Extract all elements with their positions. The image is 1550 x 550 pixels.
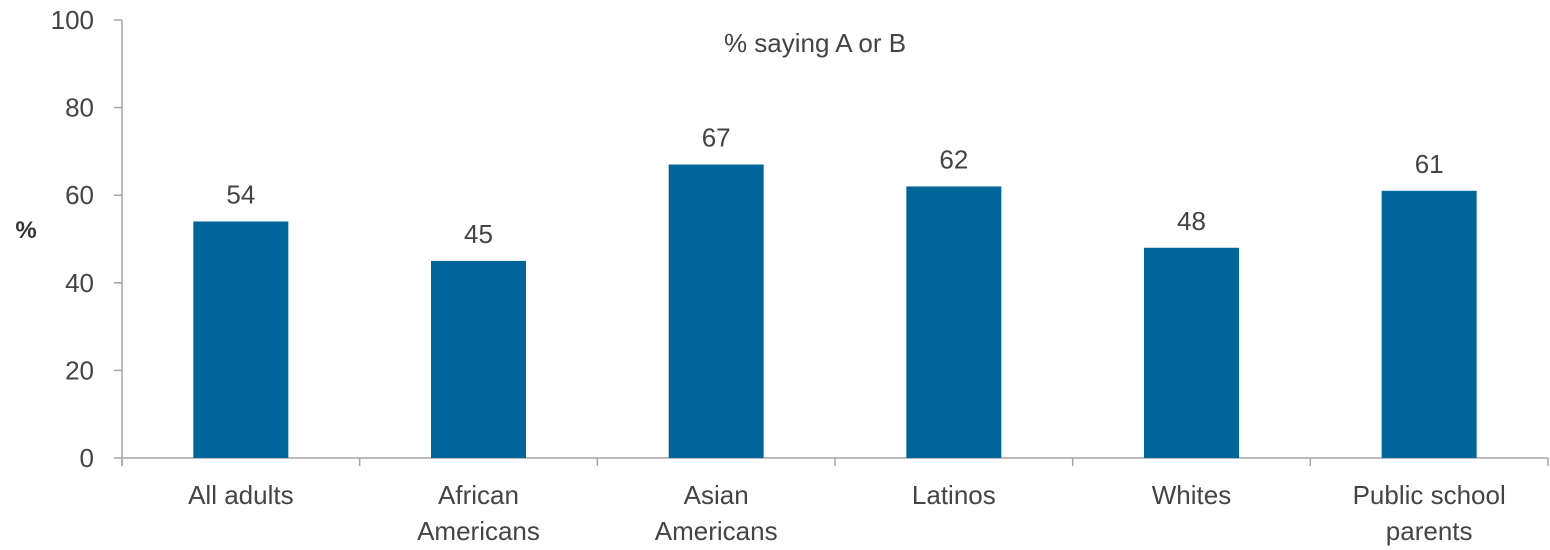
bar-value-label: 48 xyxy=(1177,206,1206,236)
bar-value-label: 54 xyxy=(226,179,255,209)
y-tick-label: 60 xyxy=(65,180,94,210)
bar xyxy=(1144,247,1239,458)
bar-value-label: 67 xyxy=(702,123,731,153)
category-label: Public school parents xyxy=(1353,480,1506,546)
category-label-line: All adults xyxy=(188,480,294,510)
x-ticks xyxy=(121,458,1549,466)
category-label: Whites xyxy=(1152,480,1231,510)
category-label-line: African xyxy=(438,480,519,510)
category-label-line: parents xyxy=(1386,516,1473,546)
y-ticks: 0 20 40 60 80 100 xyxy=(51,5,122,473)
bar xyxy=(193,221,289,458)
y-tick-label: 80 xyxy=(65,93,94,123)
bar xyxy=(906,186,1002,458)
category-label: African Americans xyxy=(417,480,540,546)
category-label: Asian Americans xyxy=(655,480,778,546)
bar-value-label: 45 xyxy=(464,219,493,249)
category-label-line: Americans xyxy=(655,516,778,546)
category-label-line: Latinos xyxy=(912,480,996,510)
bar-value-label: 61 xyxy=(1415,149,1444,179)
y-tick-label: 0 xyxy=(80,443,94,473)
category-label-line: Americans xyxy=(417,516,540,546)
chart-title: % saying A or B xyxy=(724,28,906,58)
bar xyxy=(668,164,764,459)
category-label: Latinos xyxy=(912,480,996,510)
y-tick-label: 100 xyxy=(51,5,94,35)
bar xyxy=(1381,190,1477,458)
y-tick-label: 40 xyxy=(65,268,94,298)
y-axis-label: % xyxy=(15,217,36,244)
category-label-line: Public school xyxy=(1353,480,1506,510)
value-labels: 54 45 67 62 48 61 xyxy=(226,123,1443,249)
category-label: All adults xyxy=(188,480,294,510)
bar-value-label: 62 xyxy=(939,144,968,174)
bars xyxy=(193,164,1477,459)
category-label-line: Whites xyxy=(1152,480,1231,510)
category-label-line: Asian xyxy=(684,480,749,510)
y-tick-label: 20 xyxy=(65,355,94,385)
bar xyxy=(431,260,526,458)
category-labels: All adults African Americans Asian Americans… xyxy=(188,480,1506,546)
